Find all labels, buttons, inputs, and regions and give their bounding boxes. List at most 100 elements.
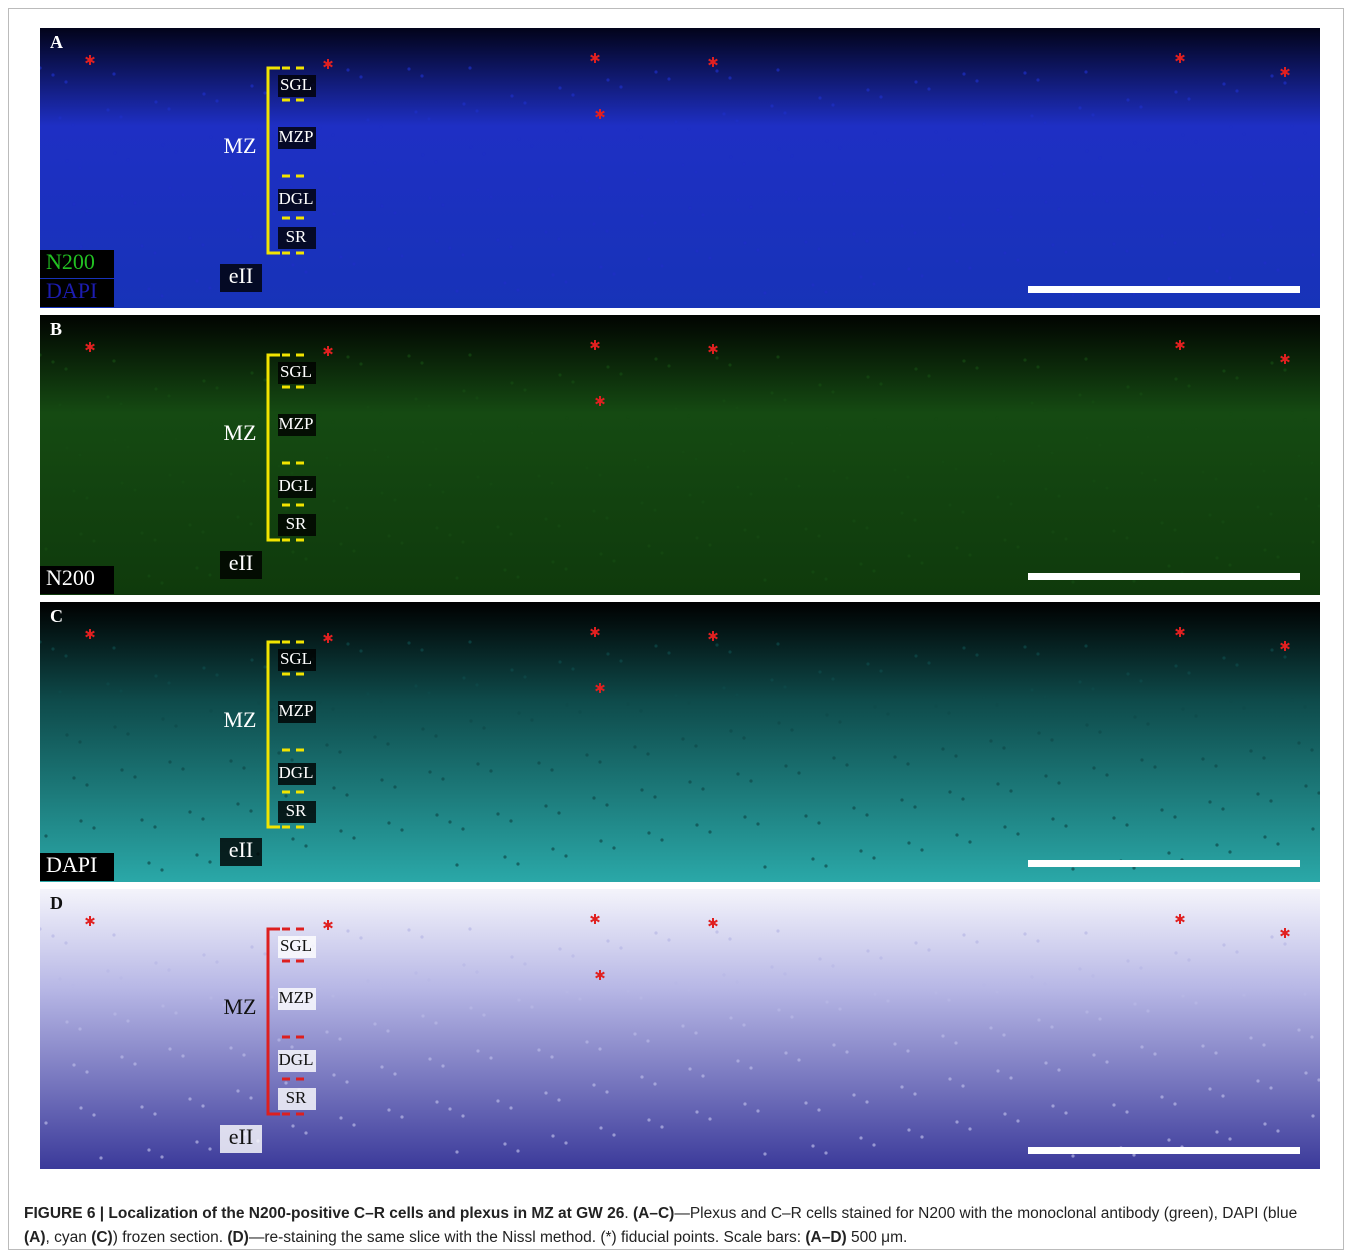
tissue-cell [476,475,479,478]
tissue-cell [619,85,622,88]
tissue-cell [503,281,506,284]
tissue-cell [626,702,629,705]
tissue-cell [71,984,74,987]
tissue-cell [523,388,526,391]
tissue-cell [927,374,930,377]
tissue-cell [1173,528,1176,531]
tissue-cell [291,837,294,840]
tissue-cell [154,674,157,677]
tissue-cell [736,198,739,201]
tissue-cell [694,457,697,460]
tissue-cell [434,160,437,163]
tissue-cell [1269,799,1272,802]
tissue-cell [257,988,260,991]
tissue-cell [1187,671,1190,674]
tissue-cell [509,1106,512,1109]
tissue-cell [160,1155,163,1158]
tissue-cell [557,1098,560,1101]
tissue-cell [1310,748,1313,751]
tissue-cell [743,815,746,818]
tissue-cell [1092,766,1095,769]
tissue-cell [1160,234,1163,237]
tissue-cell [715,69,718,72]
tissue-cell [654,70,657,73]
tissue-cell [592,222,595,225]
tissue-cell [968,266,971,269]
tissue-cell [859,849,862,852]
layer-label: SGL [280,362,312,381]
tissue-cell [1105,773,1108,776]
tissue-cell [687,701,690,704]
tissue-cell [332,1073,335,1076]
tissue-cell [339,255,342,258]
tissue-cell [708,543,711,546]
tissue-cell [653,221,656,224]
tissue-cell [1051,243,1054,246]
tissue-cell [469,432,472,435]
tissue-cell [510,668,513,671]
tissue-cell [427,978,430,981]
tissue-cell [1016,545,1019,548]
tissue-cell [455,1150,458,1153]
tissue-cell [558,86,561,89]
tissue-cell [1009,1076,1012,1079]
tissue-cell [523,675,526,678]
tissue-cell [695,1110,698,1113]
tissue-cell [1297,1028,1300,1031]
layer-label: SR [286,1088,307,1107]
tissue-cell [71,410,74,413]
scale-bar [1028,573,1300,580]
tissue-cell [763,865,766,868]
tissue-cell [1092,1053,1095,1056]
caption-text: (C) [91,1229,113,1246]
tissue-cell [284,794,287,797]
tissue-cell [694,1031,697,1034]
tissue-cell [1167,564,1170,567]
tissue-cell [728,363,731,366]
tissue-cell [906,762,909,765]
tissue-cell [1057,207,1060,210]
tissue-cell [571,954,574,957]
tissue-cell [784,1051,787,1054]
tissue-cell [550,481,553,484]
tissue-cell [907,554,910,557]
tissue-cell [996,208,999,211]
tissue-cell [1064,1111,1067,1114]
tissue-cell [578,997,581,1000]
tissue-cell [1187,97,1190,100]
tissue-cell [195,853,198,856]
tissue-cell [640,501,643,504]
tissue-cell [824,290,827,293]
tissue-cell [592,1083,595,1086]
tissue-cell [961,223,964,226]
tissue-cell [462,676,465,679]
tissue-cell [153,825,156,828]
tissue-cell [208,573,211,576]
tissue-cell [1304,784,1307,787]
tissue-cell [1126,98,1129,101]
tissue-cell [393,211,396,214]
tissue-cell [790,154,793,157]
tissue-cell [1037,157,1040,160]
tissue-cell [955,1120,958,1123]
tissue-cell [982,409,985,412]
tissue-cell [1283,81,1286,84]
caption-text: —Plexus and C–R cells stained for N200 w… [674,1205,1297,1222]
tissue-cell [113,438,116,441]
tissue-cell [510,381,513,384]
zone-label: MZ [224,133,257,158]
tissue-cell [605,803,608,806]
tissue-cell [1071,1154,1074,1157]
tissue-cell [1201,183,1204,186]
tissue-cell [920,1135,923,1138]
tissue-cell [242,192,245,195]
tissue-cell [900,1085,903,1088]
tissue-cell [345,506,348,509]
tissue-cell [954,754,957,757]
tissue-cell [1002,1033,1005,1036]
tissue-cell [202,953,205,956]
tissue-cell [606,78,609,81]
tissue-cell [209,996,212,999]
tissue-cell [120,1055,123,1058]
tissue-cell [387,821,390,824]
